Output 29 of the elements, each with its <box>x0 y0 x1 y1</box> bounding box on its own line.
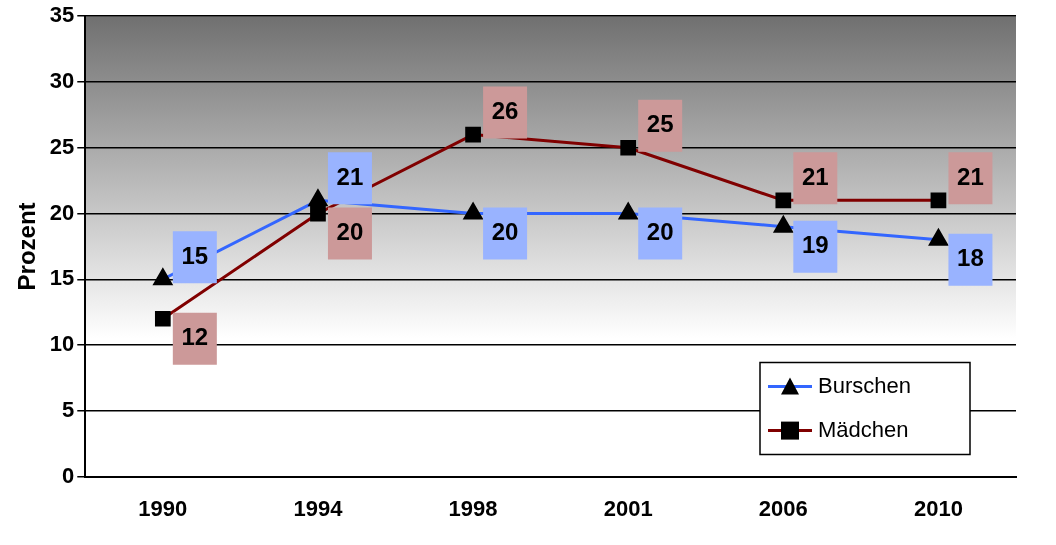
data-label: 19 <box>801 231 829 259</box>
y-tick-label: 20 <box>49 199 75 225</box>
data-label: 21 <box>801 162 829 190</box>
y-tick-label: 0 <box>62 462 75 488</box>
y-tick-label: 15 <box>49 265 75 291</box>
x-tick-label: 1994 <box>293 495 344 521</box>
data-label: 20 <box>491 218 519 246</box>
legend-label: Mädchen <box>818 416 909 442</box>
y-tick-label: 25 <box>49 133 75 159</box>
data-label: 21 <box>957 162 984 190</box>
y-tick-label: 30 <box>49 68 75 94</box>
x-tick-label: 1990 <box>138 495 188 521</box>
data-label: 20 <box>336 218 364 246</box>
x-tick-label: 2010 <box>913 495 963 521</box>
data-label: 18 <box>957 244 984 272</box>
data-label: 26 <box>491 97 519 125</box>
y-axis-title: Prozent <box>13 202 41 291</box>
y-tick-label: 5 <box>62 396 75 422</box>
x-tick-label: 1998 <box>448 495 498 521</box>
y-tick-label: 35 <box>49 2 75 28</box>
data-label: 25 <box>646 110 674 138</box>
legend-label: Burschen <box>818 372 911 398</box>
data-label: 15 <box>181 241 209 269</box>
data-label: 12 <box>181 323 209 351</box>
data-label: 21 <box>336 162 364 190</box>
x-tick-label: 2001 <box>603 495 653 521</box>
x-tick-label: 2006 <box>758 495 808 521</box>
data-label: 20 <box>646 218 674 246</box>
y-tick-label: 10 <box>49 331 75 357</box>
